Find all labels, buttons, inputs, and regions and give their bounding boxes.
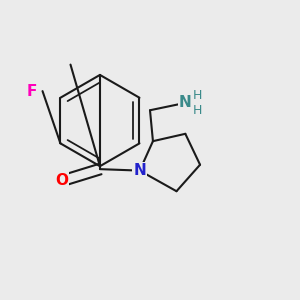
- Text: H: H: [193, 104, 202, 117]
- Text: F: F: [27, 84, 38, 99]
- Text: H: H: [193, 89, 202, 102]
- Text: N: N: [133, 163, 146, 178]
- Text: N: N: [179, 95, 192, 110]
- Text: O: O: [55, 173, 68, 188]
